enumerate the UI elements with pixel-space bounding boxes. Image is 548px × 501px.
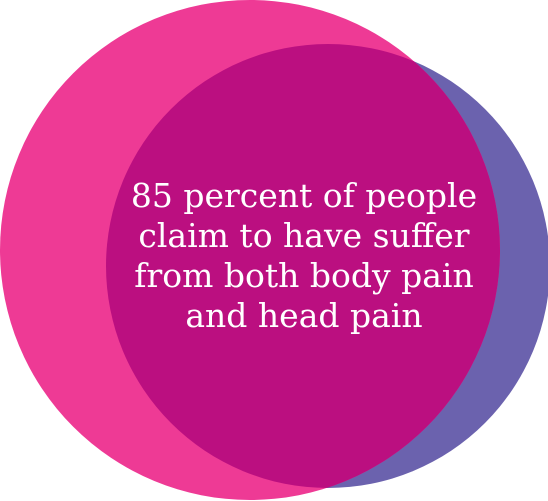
overlap-caption: 85 percent of people claim to have suffe… [130, 176, 478, 335]
overlap-region [106, 44, 500, 488]
